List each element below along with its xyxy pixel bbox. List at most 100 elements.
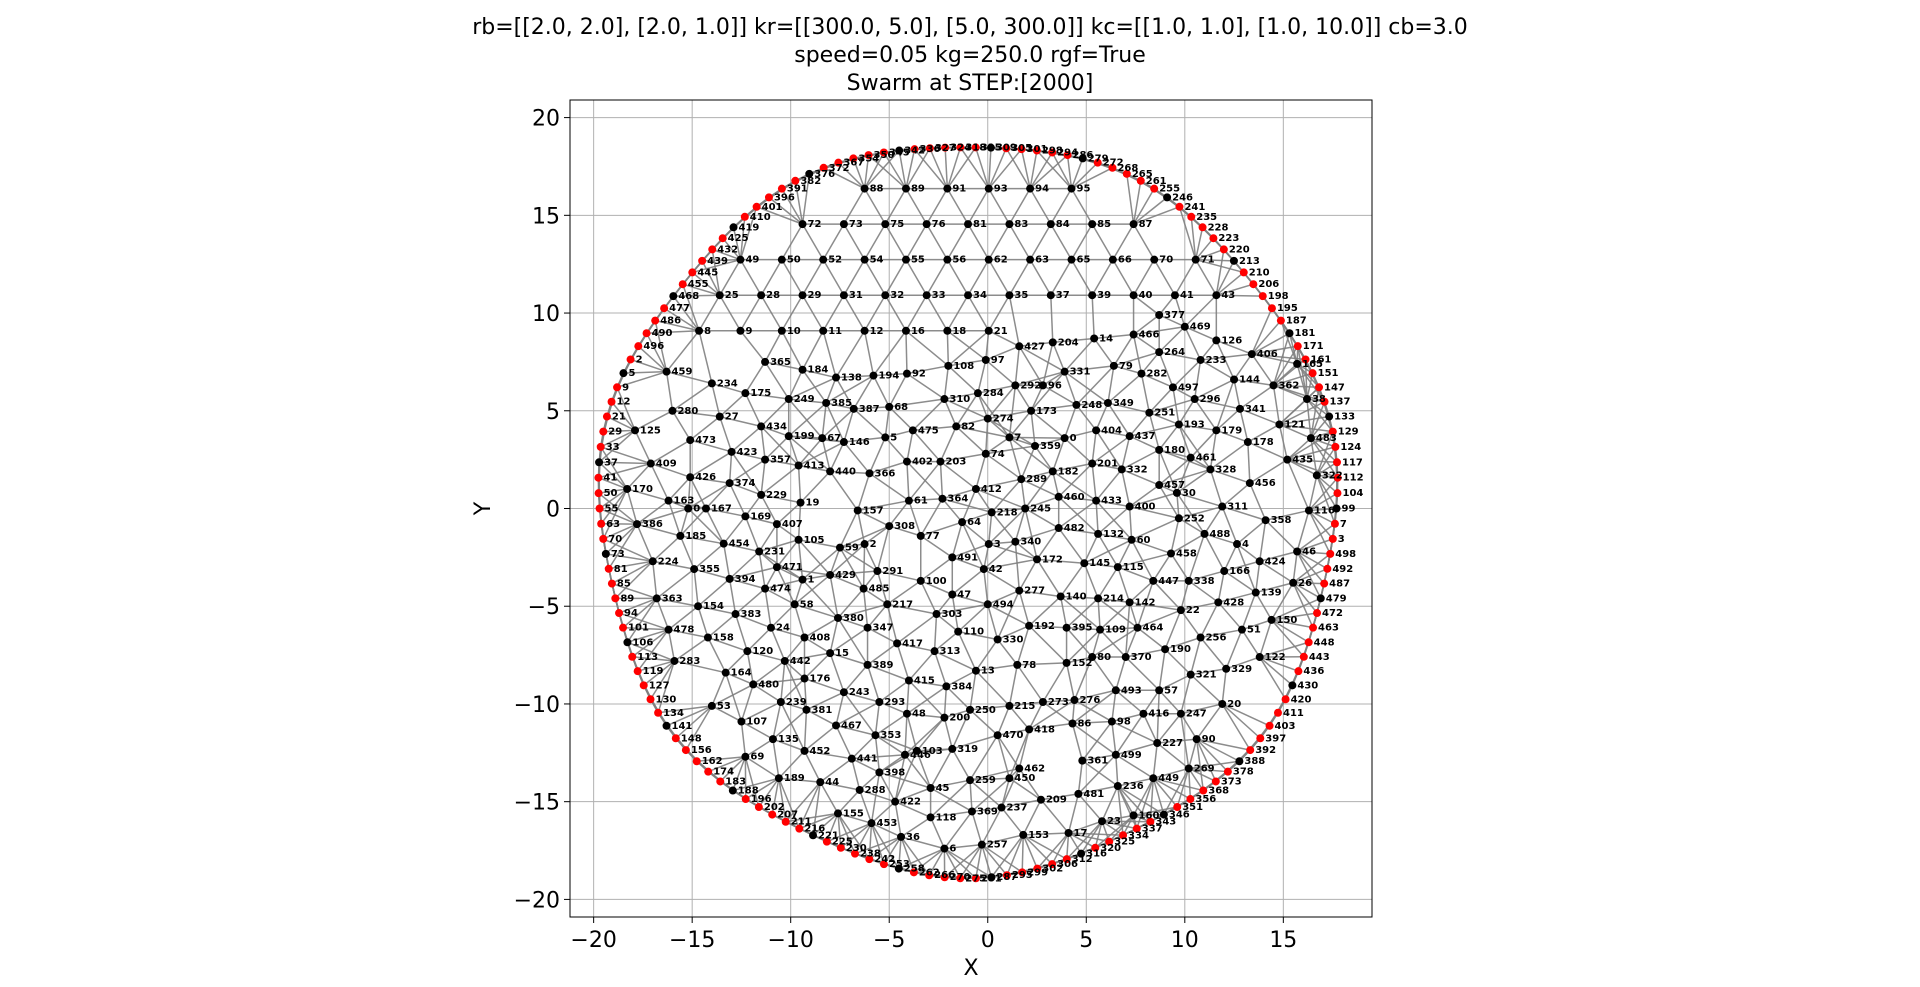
interior-agent xyxy=(952,422,960,430)
agent-label: 215 xyxy=(1014,701,1035,712)
interior-agent xyxy=(669,292,677,300)
agent-label: 145 xyxy=(1089,558,1110,569)
agent-label: 369 xyxy=(977,806,998,817)
agent-label: 468 xyxy=(678,291,699,302)
interior-agent xyxy=(1090,334,1098,342)
agent-label: 37 xyxy=(604,457,618,468)
interior-agent xyxy=(958,518,966,526)
agent-label: 100 xyxy=(926,576,947,587)
boundary-agent xyxy=(1268,304,1276,312)
agent-label: 220 xyxy=(1229,244,1250,255)
agent-label: 1 xyxy=(808,575,815,586)
interior-agent xyxy=(769,735,777,743)
interior-agent xyxy=(985,327,993,335)
agent-label: 104 xyxy=(1342,488,1363,499)
agent-label: 30 xyxy=(1182,488,1196,499)
interior-agent xyxy=(1015,764,1023,772)
agent-label: 126 xyxy=(1221,335,1242,346)
agent-label: 410 xyxy=(750,212,771,223)
interior-agent xyxy=(1235,757,1243,765)
interior-agent xyxy=(1109,256,1117,264)
agent-label: 319 xyxy=(957,744,978,755)
x-tick-label: 10 xyxy=(1171,928,1199,953)
agent-label: 388 xyxy=(1244,756,1265,767)
agent-label: 175 xyxy=(750,388,771,399)
interior-agent xyxy=(1005,702,1013,710)
agent-label: 68 xyxy=(894,402,908,413)
swarm-edge xyxy=(907,681,909,714)
boundary-agent xyxy=(654,709,662,717)
interior-agent xyxy=(1206,465,1214,473)
agent-label: 39 xyxy=(1097,290,1111,301)
agent-label: 130 xyxy=(656,694,677,705)
agent-label: 50 xyxy=(787,255,801,266)
agent-label: 248 xyxy=(1081,400,1102,411)
interior-agent xyxy=(1289,579,1297,587)
y-tick-label: −10 xyxy=(514,693,560,718)
agent-label: 469 xyxy=(1190,322,1211,333)
agent-label: 121 xyxy=(1284,419,1305,430)
boundary-agent xyxy=(1220,245,1228,253)
agent-label: 461 xyxy=(1196,453,1217,464)
swarm-edge xyxy=(741,722,745,757)
interior-agent xyxy=(923,220,931,228)
agent-label: 87 xyxy=(1139,219,1153,230)
interior-agent xyxy=(881,220,889,228)
interior-agent xyxy=(1063,659,1071,667)
interior-agent xyxy=(938,495,946,503)
swarm-edge xyxy=(804,710,806,751)
agent-label: 107 xyxy=(746,717,767,728)
agent-label: 471 xyxy=(782,562,803,573)
agent-label: 353 xyxy=(880,730,901,741)
swarm-edge xyxy=(653,561,657,598)
interior-agent xyxy=(1230,376,1238,384)
interior-agent xyxy=(736,327,744,335)
interior-agent xyxy=(1233,540,1241,548)
agent-label: 359 xyxy=(1040,441,1061,452)
boundary-agent xyxy=(1320,580,1328,588)
swarm-edge xyxy=(761,460,765,495)
agent-label: 157 xyxy=(863,505,884,516)
boundary-agent xyxy=(608,398,616,406)
interior-agent xyxy=(1015,342,1023,350)
agent-label: 66 xyxy=(1118,255,1132,266)
interior-agent xyxy=(881,433,889,441)
agent-label: 443 xyxy=(1309,652,1330,663)
agent-label: 224 xyxy=(658,556,679,567)
interior-agent xyxy=(1214,598,1222,606)
agent-label: 138 xyxy=(841,373,862,384)
agent-label: 71 xyxy=(1201,255,1215,266)
agent-label: 63 xyxy=(1035,255,1049,266)
interior-agent xyxy=(1122,653,1130,661)
title-line-2: speed=0.05 kg=250.0 rgf=True xyxy=(794,43,1146,68)
agent-label: 434 xyxy=(766,421,787,432)
interior-agent xyxy=(795,462,803,470)
agent-label: 164 xyxy=(731,668,752,679)
swarm-edge xyxy=(907,462,909,501)
boundary-agent xyxy=(615,609,623,617)
swarm-edge xyxy=(730,452,732,483)
agent-label: 374 xyxy=(735,478,756,489)
agent-label: 201 xyxy=(1097,459,1118,470)
agent-label: 498 xyxy=(1335,549,1356,560)
interior-agent xyxy=(994,635,1002,643)
agent-label: 411 xyxy=(1283,708,1304,719)
boundary-agent xyxy=(608,580,616,588)
agent-label: 51 xyxy=(1247,625,1261,636)
agent-label: 7 xyxy=(1340,519,1347,530)
agent-label: 370 xyxy=(1131,652,1152,663)
agent-label: 178 xyxy=(1253,437,1274,448)
interior-agent xyxy=(1177,606,1185,614)
swarm-edge xyxy=(1021,479,1025,508)
swarm-edge xyxy=(1260,657,1286,699)
agent-label: 398 xyxy=(884,767,905,778)
agent-label: 5 xyxy=(890,432,897,443)
boundary-agent xyxy=(619,624,627,632)
agent-label: 7 xyxy=(1014,432,1021,443)
agent-label: 365 xyxy=(770,357,791,368)
x-tick-label: 15 xyxy=(1269,928,1297,953)
interior-agent xyxy=(800,747,808,755)
swarm-edge xyxy=(1248,442,1250,483)
agent-label: 389 xyxy=(873,660,894,671)
interior-agent xyxy=(1139,710,1147,718)
